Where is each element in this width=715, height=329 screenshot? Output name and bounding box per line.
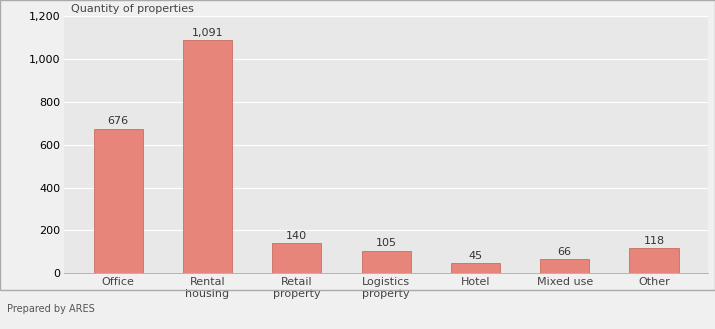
Text: Prepared by ARES: Prepared by ARES — [7, 304, 95, 314]
Bar — [362, 251, 410, 273]
Bar — [540, 259, 589, 273]
Bar — [451, 264, 500, 273]
Text: 118: 118 — [644, 236, 665, 246]
Text: 1,091: 1,091 — [192, 28, 223, 38]
Bar — [183, 40, 232, 273]
Text: Quantity of properties: Quantity of properties — [71, 4, 194, 14]
Text: 45: 45 — [468, 251, 483, 261]
Bar — [629, 248, 679, 273]
Bar — [94, 129, 143, 273]
Text: 66: 66 — [558, 247, 572, 257]
Bar — [272, 243, 321, 273]
Text: 140: 140 — [286, 231, 307, 241]
Text: 105: 105 — [375, 239, 397, 248]
Text: 676: 676 — [107, 116, 129, 126]
